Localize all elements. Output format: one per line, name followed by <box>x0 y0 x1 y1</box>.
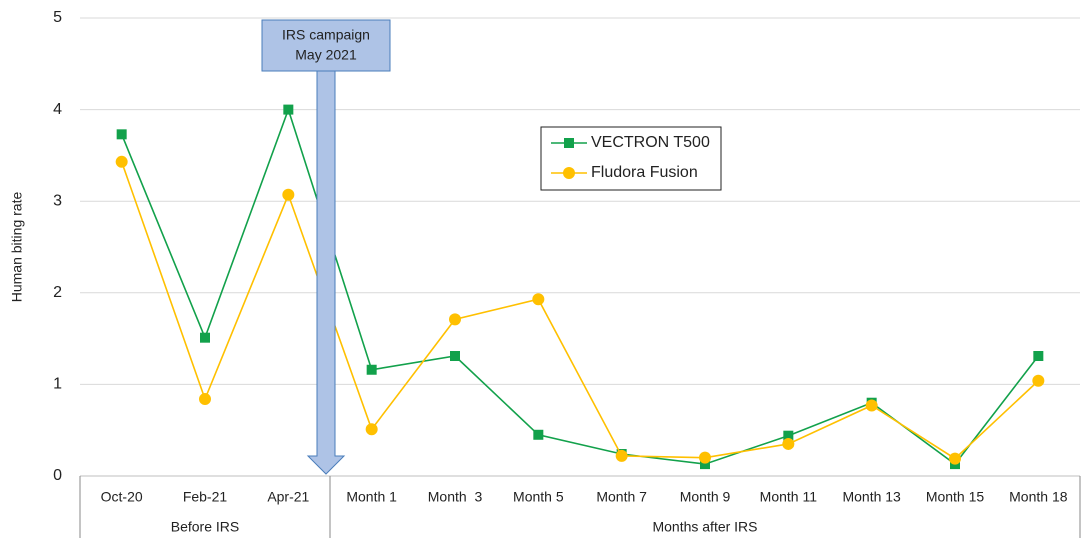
x-tick-label: Month 11 <box>760 489 818 505</box>
x-tick-label: Month 18 <box>1009 489 1068 505</box>
annotation-arrow <box>306 70 346 475</box>
y-tick-label: 5 <box>53 9 62 26</box>
series-line <box>120 161 1039 460</box>
group-label: Months after IRS <box>652 519 757 535</box>
marker <box>199 393 211 406</box>
y-tick-label: 1 <box>53 376 62 393</box>
annotation-text: May 2021 <box>295 47 357 63</box>
y-tick-label: 0 <box>53 467 62 484</box>
series-line <box>120 107 1039 466</box>
marker <box>783 430 794 441</box>
marker <box>782 437 795 450</box>
legend-label: VECTRON T500 <box>591 134 710 151</box>
legend-marker <box>564 138 574 148</box>
marker <box>533 429 544 440</box>
x-tick-label: Month 3 <box>428 489 483 505</box>
group-label: Before IRS <box>171 519 239 535</box>
marker <box>116 129 127 140</box>
marker <box>365 423 378 436</box>
x-tick-label: Month 9 <box>680 489 731 505</box>
marker <box>949 452 961 465</box>
legend-box <box>540 126 722 191</box>
marker <box>532 293 545 306</box>
marker <box>615 449 628 462</box>
marker <box>865 399 878 412</box>
x-tick-label: Apr-21 <box>267 489 309 505</box>
legend-label: Fludora Fusion <box>591 164 698 181</box>
marker <box>366 364 377 375</box>
x-tick-label: Oct-20 <box>101 489 143 505</box>
x-tick-label: Month 13 <box>842 489 901 505</box>
marker <box>282 188 295 201</box>
marker <box>450 351 460 362</box>
x-tick-label: Month 5 <box>513 489 564 505</box>
annotation-box <box>261 19 391 72</box>
marker <box>283 104 294 115</box>
annotation-text: IRS campaign <box>282 27 370 43</box>
y-tick-label: 3 <box>53 192 62 209</box>
marker <box>699 451 711 464</box>
x-tick-label: Feb-21 <box>183 489 228 505</box>
y-axis-label: Human biting rate <box>9 192 25 303</box>
x-tick-label: Month 1 <box>346 489 397 505</box>
marker <box>1032 374 1045 387</box>
marker <box>200 332 210 343</box>
x-tick-label: Month 15 <box>926 489 985 505</box>
marker <box>449 313 461 326</box>
legend-marker <box>563 167 575 179</box>
marker <box>115 155 128 168</box>
marker <box>700 459 710 470</box>
y-tick-label: 2 <box>53 284 62 301</box>
x-tick-label: Month 7 <box>596 489 647 505</box>
y-tick-label: 4 <box>53 101 62 118</box>
marker <box>1033 351 1044 362</box>
